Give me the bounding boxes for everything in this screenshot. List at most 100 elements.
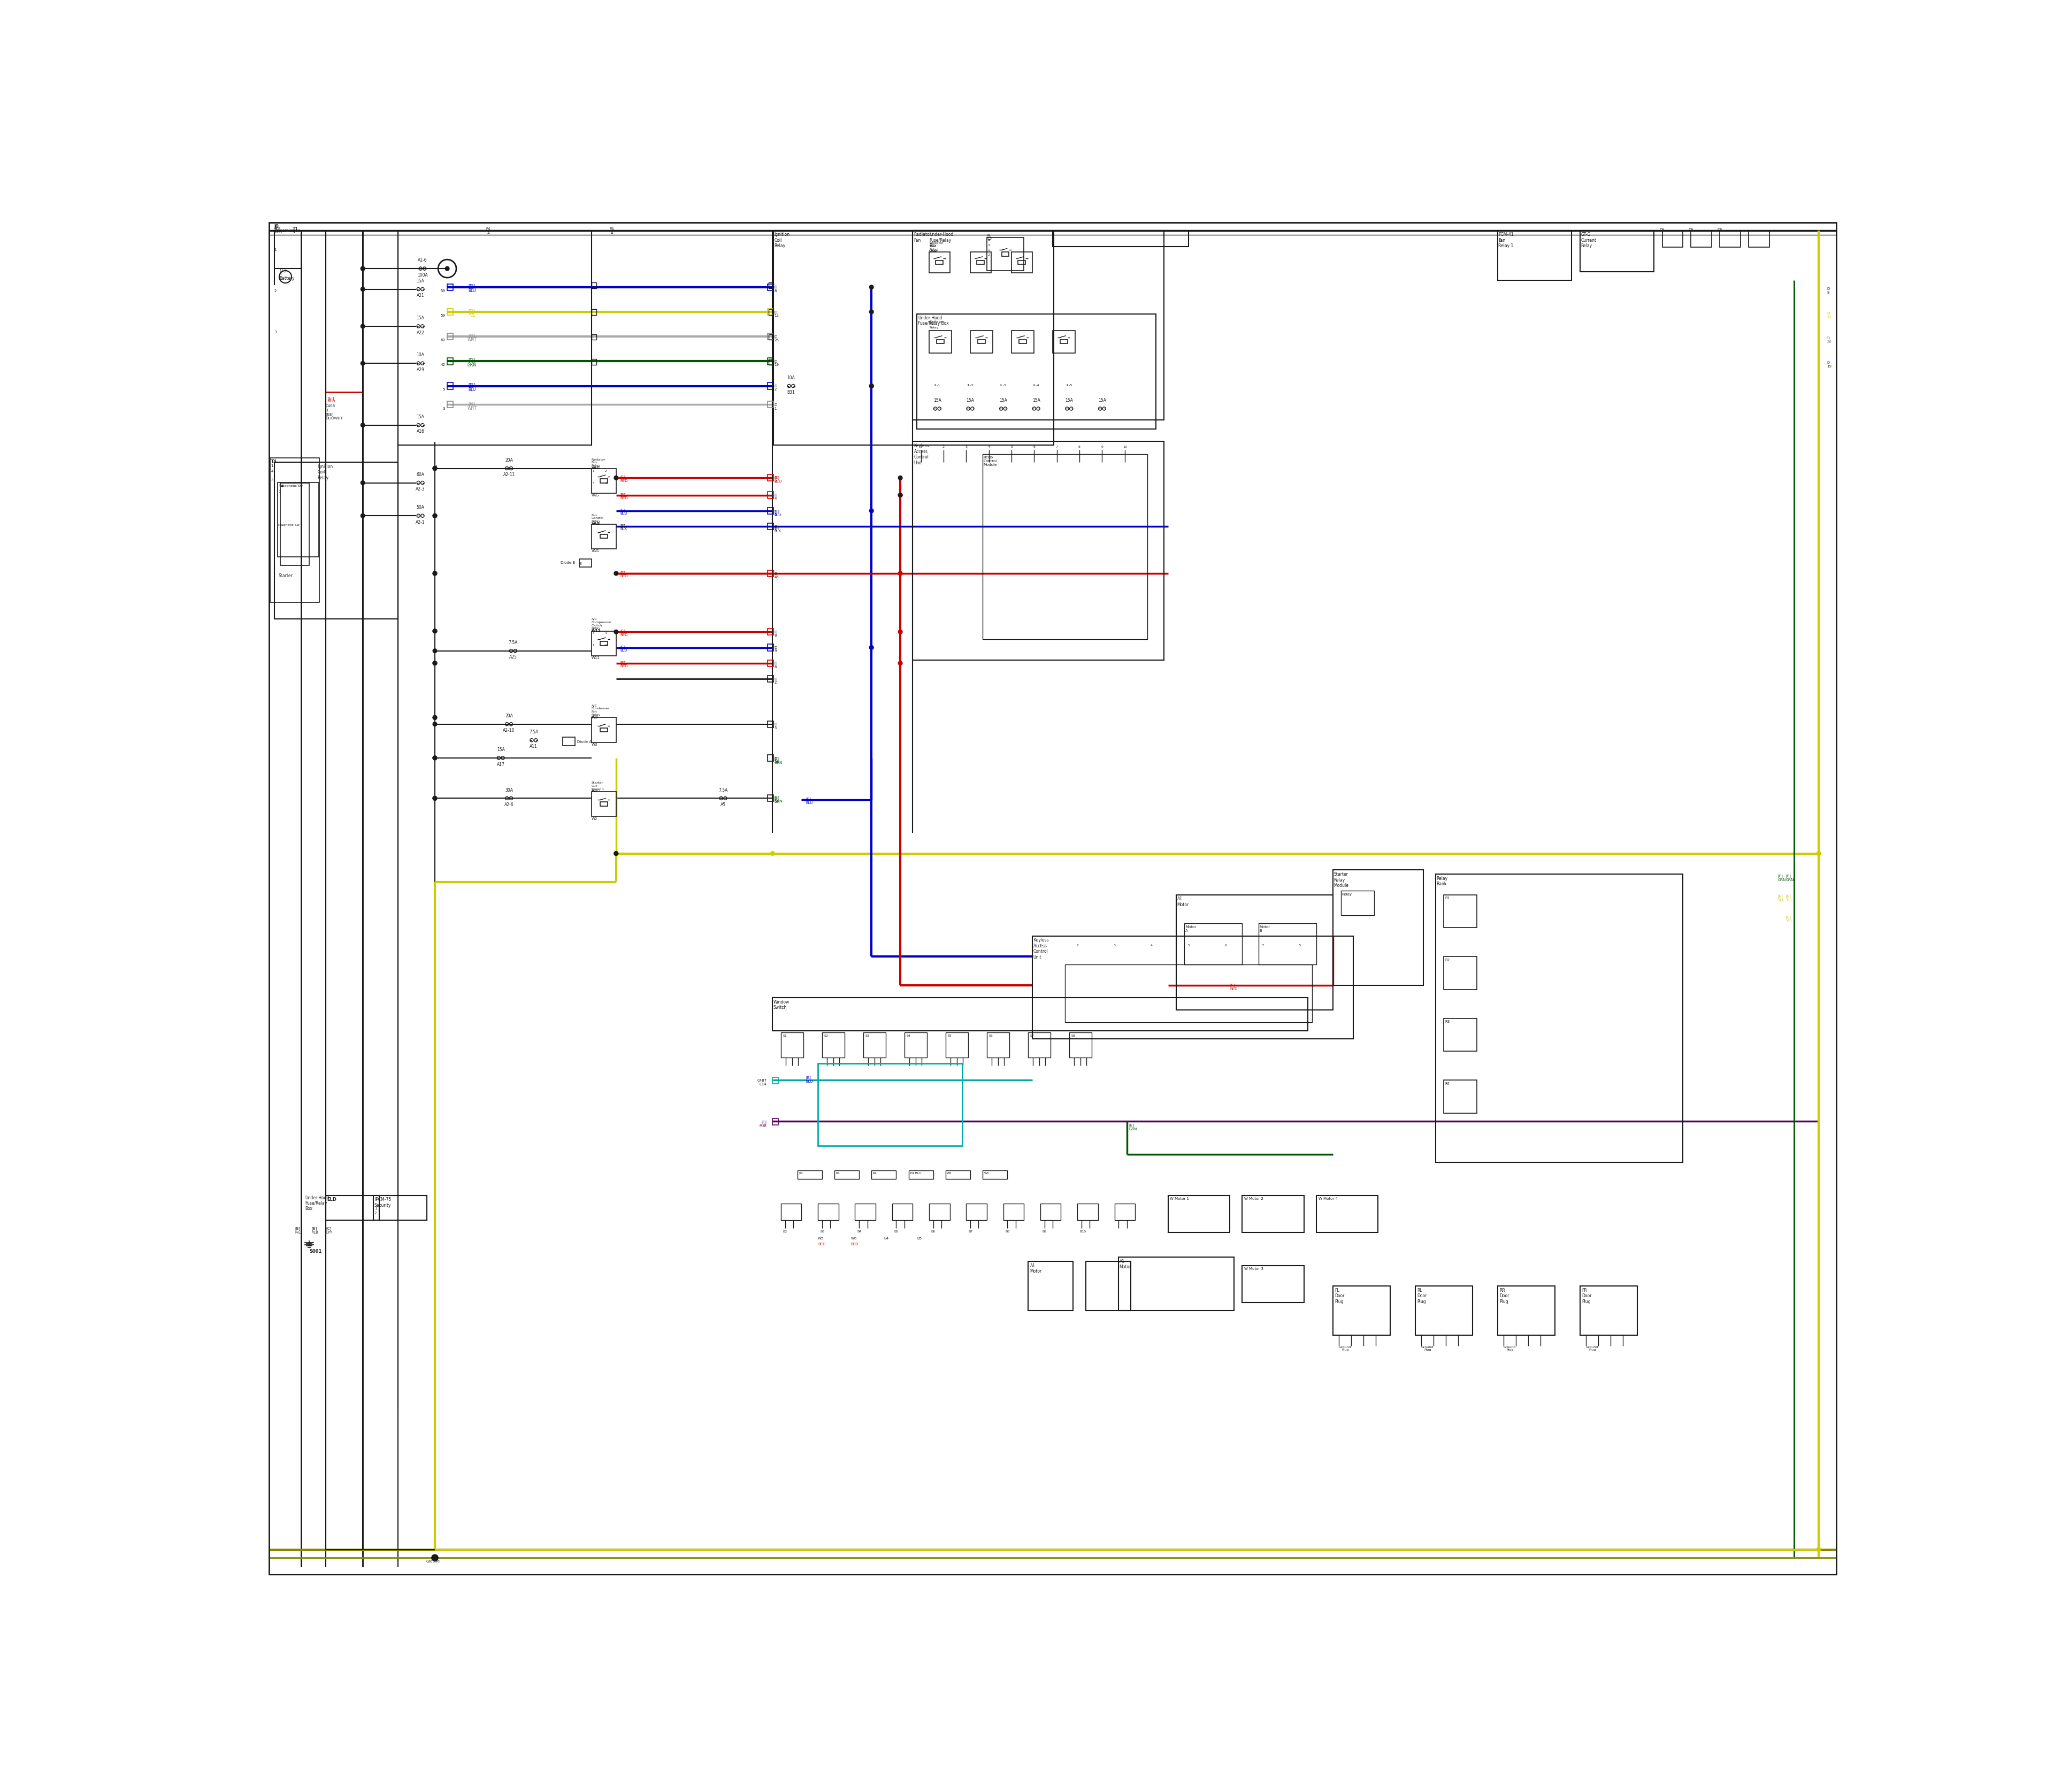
Text: Radiator
Fan: Radiator Fan (914, 233, 930, 242)
Circle shape (433, 466, 438, 471)
Text: 1: 1 (988, 249, 990, 251)
Text: Ground
Plug: Ground Plug (1421, 1346, 1434, 1351)
Text: RED: RED (620, 665, 629, 668)
Text: BLU: BLU (620, 649, 626, 652)
Text: 6: 6 (1033, 446, 1035, 448)
Text: D5: D5 (1717, 229, 1723, 231)
Text: Starter
Relay
Module: Starter Relay Module (1333, 873, 1349, 889)
Text: 1: 1 (279, 489, 281, 493)
Bar (1177, 894, 1333, 1011)
Text: 6: 6 (1224, 944, 1226, 946)
Bar (448, 383, 454, 389)
Text: 7.5A: 7.5A (509, 640, 518, 645)
Bar (937, 339, 945, 344)
Circle shape (362, 362, 366, 366)
Text: Magnetic Sw: Magnetic Sw (279, 523, 300, 527)
Text: D5: D5 (1660, 229, 1666, 231)
Text: Radiator
Fan
Relay: Radiator Fan Relay (928, 242, 943, 251)
Text: Under-Hood
Fuse/Relay Box: Under-Hood Fuse/Relay Box (918, 315, 949, 326)
Bar (982, 453, 1148, 640)
Bar (1719, 231, 1740, 247)
Bar (398, 231, 592, 444)
Text: 7.5A: 7.5A (530, 729, 538, 735)
Text: Radiator
Fan
Relay: Radiator Fan Relay (928, 321, 943, 330)
Text: Ground
Plug: Ground Plug (1586, 1346, 1598, 1351)
Text: [E]: [E] (774, 525, 781, 529)
Text: R-L: R-L (296, 1231, 300, 1235)
Circle shape (433, 796, 438, 801)
Text: W11: W11 (592, 629, 600, 633)
Text: Under-Hood
Fuse/Relay
Box: Under-Hood Fuse/Relay Box (928, 233, 953, 249)
Text: 5: 5 (1187, 944, 1189, 946)
Bar (768, 507, 774, 514)
Text: RED: RED (817, 1242, 826, 1245)
Text: GRN: GRN (1777, 878, 1785, 882)
Bar (1662, 231, 1682, 247)
Text: FCM-41
Fan
Relay 1: FCM-41 Fan Relay 1 (1497, 233, 1514, 249)
Text: 4: 4 (988, 446, 990, 448)
Circle shape (431, 1554, 438, 1561)
Bar (1341, 891, 1374, 916)
Text: Magnetic Sw: Magnetic Sw (281, 486, 302, 487)
Text: 8: 8 (1298, 944, 1300, 946)
Text: T1: T1 (294, 226, 298, 231)
Bar (563, 737, 575, 745)
Text: B5: B5 (893, 1231, 898, 1233)
Bar (1690, 231, 1711, 247)
Text: Starter
Cut
Relay 1: Starter Cut Relay 1 (592, 781, 604, 790)
Bar (1497, 231, 1571, 280)
Text: BLU: BLU (805, 801, 813, 805)
Bar (592, 792, 616, 817)
Text: D: D (774, 360, 776, 364)
Bar (1333, 1287, 1391, 1335)
Bar (768, 676, 774, 683)
Text: [E]: [E] (620, 661, 626, 665)
Text: P4: P4 (610, 228, 614, 231)
Text: IL-1: IL-1 (935, 383, 941, 387)
Text: 1: 1 (279, 272, 281, 276)
Text: B3: B3 (820, 1231, 824, 1233)
Text: 1: 1 (920, 446, 922, 448)
Circle shape (433, 514, 438, 518)
Text: L5: L5 (986, 233, 990, 237)
Circle shape (433, 715, 438, 720)
Text: 8: 8 (1078, 446, 1080, 448)
Text: A2-1: A2-1 (415, 520, 425, 525)
Text: D: D (774, 722, 776, 726)
Text: Window
Switch: Window Switch (774, 1000, 789, 1011)
Text: Relay: Relay (1341, 892, 1352, 896)
Bar (1580, 231, 1653, 272)
Text: W2: W2 (592, 790, 598, 792)
Bar (797, 1170, 822, 1179)
Text: 1: 1 (271, 464, 273, 468)
Text: Diode A: Diode A (577, 740, 592, 744)
Bar (448, 308, 454, 315)
Text: 2: 2 (943, 446, 945, 448)
Text: 3: 3 (444, 407, 446, 410)
Text: A2-6: A2-6 (505, 803, 514, 806)
Text: VAG: VAG (592, 466, 600, 470)
Text: 15A: 15A (497, 747, 505, 753)
Bar (592, 283, 596, 289)
Text: 42: 42 (440, 364, 446, 367)
Circle shape (446, 267, 450, 271)
Bar (1027, 1032, 1050, 1057)
Text: RED: RED (620, 633, 629, 636)
Text: 15A: 15A (1000, 398, 1006, 403)
Bar (817, 1063, 961, 1145)
Text: 8: 8 (774, 634, 776, 638)
Text: FL
Door
Plug: FL Door Plug (1335, 1288, 1345, 1305)
Bar (768, 358, 774, 364)
Bar (1748, 231, 1768, 247)
Text: 60: 60 (440, 339, 446, 342)
Bar (768, 491, 774, 498)
Text: 7: 7 (1056, 446, 1058, 448)
Text: Relay
Bank: Relay Bank (1436, 876, 1448, 887)
Text: VAB: VAB (928, 251, 937, 253)
Text: A21: A21 (417, 294, 425, 297)
Text: 10: 10 (1124, 446, 1128, 448)
Text: B7: B7 (967, 1231, 974, 1233)
Bar (982, 1170, 1006, 1179)
Text: 4: 4 (1150, 944, 1152, 946)
Text: [EI]: [EI] (275, 226, 281, 229)
